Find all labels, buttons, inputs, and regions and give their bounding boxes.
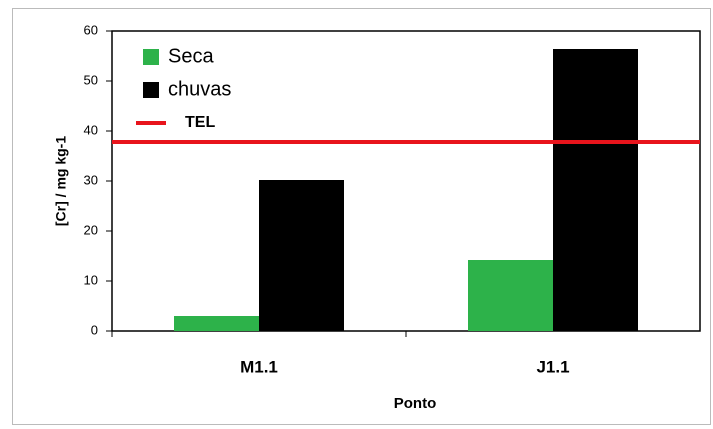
bar bbox=[553, 49, 638, 331]
y-tick-label: 50 bbox=[84, 72, 98, 87]
y-tick-label: 40 bbox=[84, 122, 98, 137]
y-tick-label: 0 bbox=[91, 322, 98, 337]
x-tick-label: M1.1 bbox=[240, 357, 278, 376]
y-axis-title: [Cr] / mg kg-1 bbox=[53, 136, 69, 226]
y-tick-label: 20 bbox=[84, 222, 98, 237]
bar bbox=[468, 260, 553, 331]
legend-label: Seca bbox=[168, 45, 214, 67]
x-tick-label: J1.1 bbox=[536, 357, 569, 376]
legend-label: TEL bbox=[185, 114, 215, 131]
chart-border bbox=[12, 8, 711, 425]
bar bbox=[259, 180, 344, 331]
bar bbox=[174, 316, 259, 331]
legend-label: chuvas bbox=[168, 78, 231, 100]
legend-swatch bbox=[143, 82, 159, 98]
x-axis-title: Ponto bbox=[394, 395, 437, 412]
y-tick-label: 60 bbox=[84, 22, 98, 37]
legend-swatch bbox=[143, 49, 159, 65]
y-tick-label: 30 bbox=[84, 172, 98, 187]
y-tick-label: 10 bbox=[84, 272, 98, 287]
